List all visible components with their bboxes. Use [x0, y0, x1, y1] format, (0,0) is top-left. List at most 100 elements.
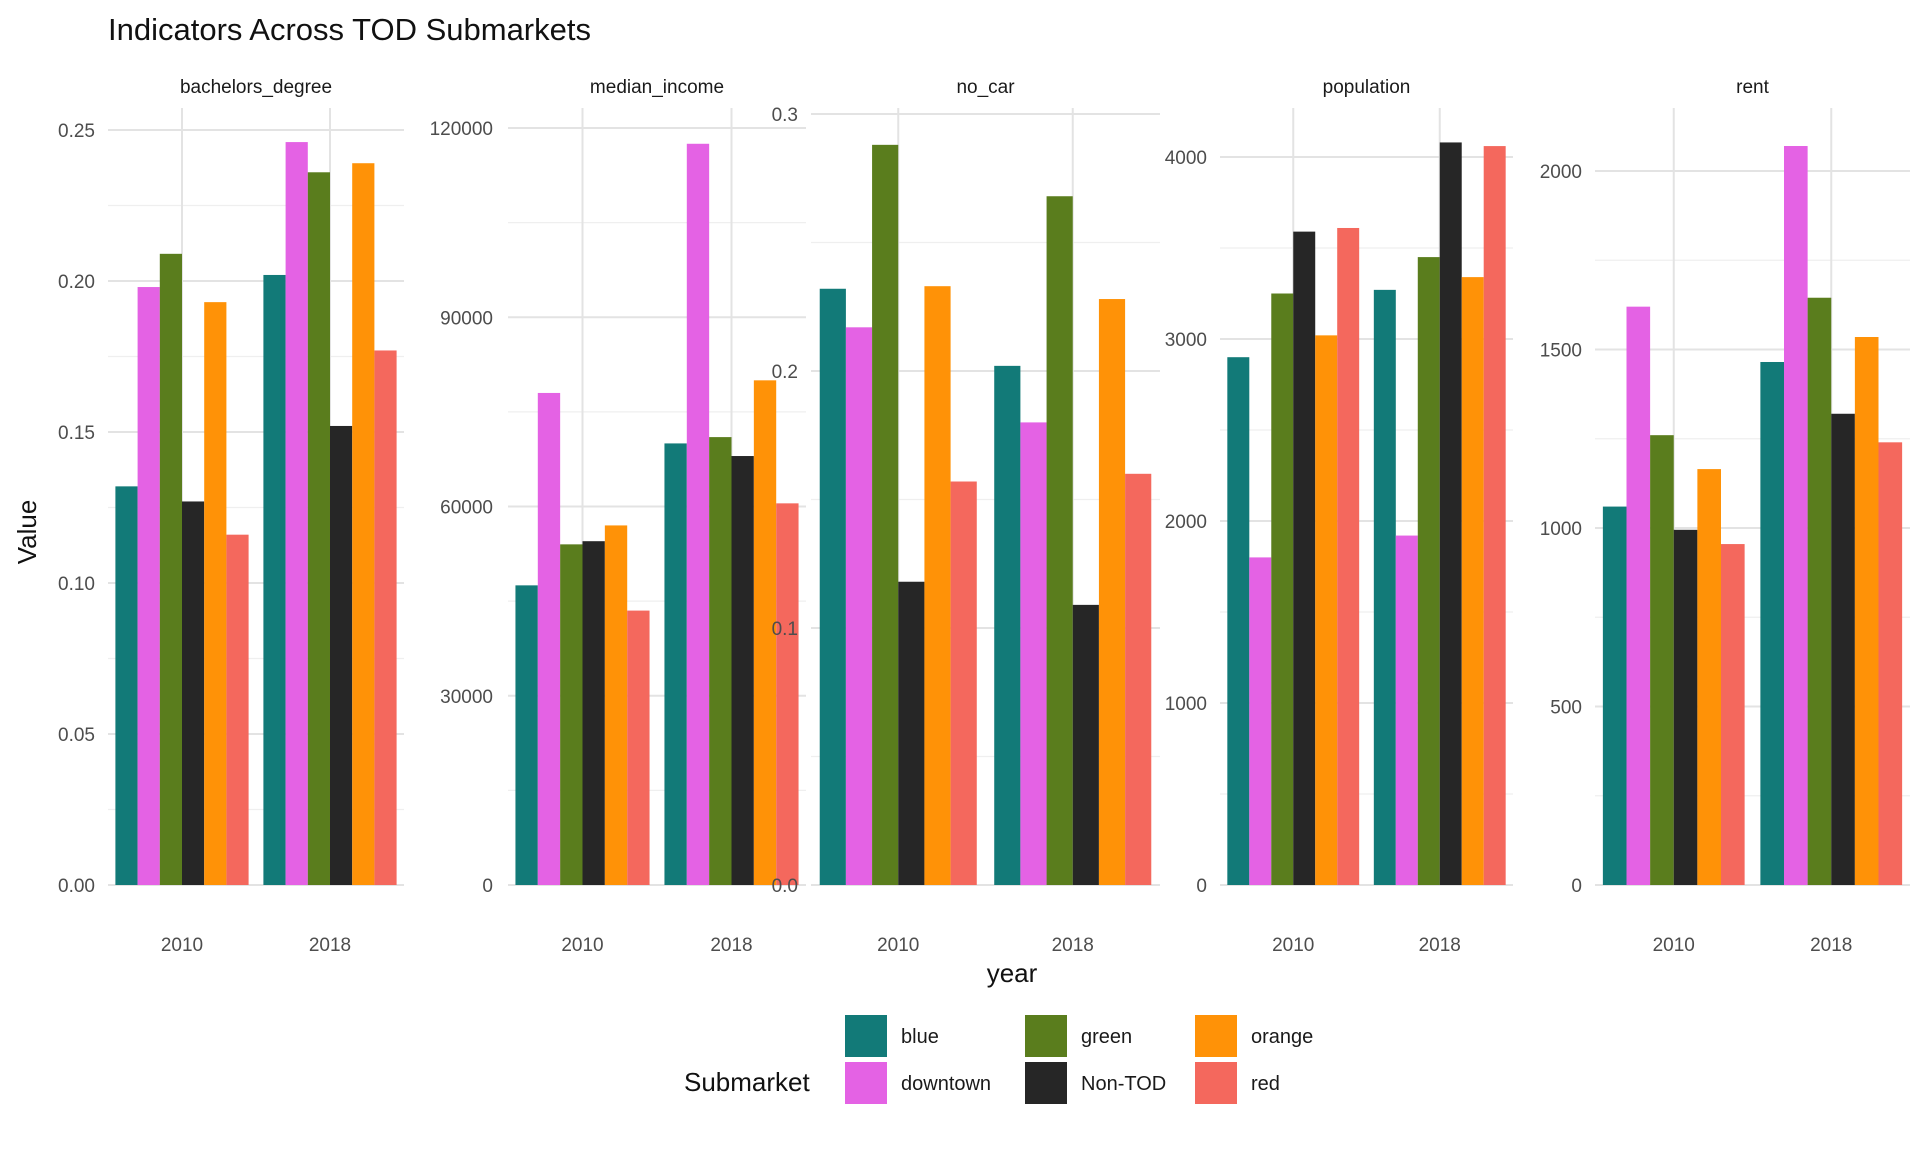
bar-blue-2018 [263, 274, 286, 886]
bar-orange-2010 [1315, 335, 1338, 885]
panel-rent: 0 500 1000 1500 2000 rent 2010 2018 [1540, 77, 1910, 956]
bar-blue-2010 [1227, 357, 1250, 885]
facet-strip-label: no_car [956, 77, 1015, 98]
bar-non-tod-2010 [582, 541, 605, 885]
bar-green-2018 [709, 437, 732, 885]
bar-green-2018 [1046, 196, 1073, 886]
bar-blue-2010 [515, 585, 538, 885]
panel-no-car: 0.0 0.1 0.2 0.3 no_car 2010 2018 [772, 77, 1160, 956]
x-tick-label: 2018 [1810, 935, 1852, 956]
legend-item-blue: blue [845, 1015, 939, 1057]
y-tick-label: 30000 [440, 687, 493, 708]
bar-downtown-2018 [1784, 146, 1808, 885]
legend: Submarket blue downtown green Non-TOD orange… [684, 1015, 1313, 1104]
bar-downtown-2018 [1395, 535, 1418, 885]
bar-downtown-2018 [1020, 422, 1047, 885]
y-tick-label: 0.2 [772, 362, 798, 383]
y-tick-label: 0.05 [58, 725, 95, 746]
legend-title: Submarket [684, 1067, 810, 1097]
y-tick-label: 2000 [1540, 162, 1582, 183]
bar-blue-2018 [994, 365, 1021, 885]
bar-green-2010 [872, 144, 899, 886]
bar-green-2010 [159, 253, 182, 885]
y-tick-label: 2000 [1165, 512, 1207, 533]
y-tick-label: 4000 [1165, 148, 1207, 169]
legend-key [1195, 1015, 1237, 1057]
bar-orange-2010 [204, 302, 227, 885]
bar-green-2010 [1271, 293, 1294, 885]
y-tick-label: 0.10 [58, 574, 95, 595]
bar-downtown-2018 [686, 143, 710, 886]
bar-green-2018 [1417, 257, 1440, 886]
bar-downtown-2010 [137, 287, 160, 885]
bar-non-tod-2010 [182, 501, 205, 885]
y-tick-label: 0.0 [772, 876, 798, 897]
x-tick-label: 2018 [1052, 935, 1094, 956]
bar-non-tod-2018 [1439, 142, 1462, 885]
legend-key [1025, 1062, 1067, 1104]
bar-non-tod-2010 [1673, 529, 1698, 885]
bar-blue-2018 [1760, 361, 1784, 885]
legend-item-red: red [1195, 1062, 1280, 1104]
legend-key [1025, 1015, 1067, 1057]
facet-strip-label: population [1323, 77, 1411, 98]
bar-red-2010 [1721, 544, 1745, 885]
panel-population: 0 1000 2000 3000 4000 population 2010 2018 [1165, 77, 1513, 956]
bar-red-2010 [627, 610, 650, 885]
bar-orange-2018 [1098, 299, 1126, 885]
x-axis-title: year [987, 958, 1038, 988]
y-tick-label: 1500 [1540, 341, 1582, 362]
x-tick-label: 2018 [710, 935, 752, 956]
bar-orange-2010 [924, 286, 951, 885]
bar-red-2018 [374, 350, 397, 886]
bar-non-tod-2018 [1831, 413, 1855, 885]
bar-blue-2018 [664, 443, 687, 885]
facet-panels: 0.000.050.100.150.200.25bachelors_degree… [58, 77, 1910, 956]
facet-strip-label: bachelors_degree [180, 77, 332, 98]
bar-blue-2010 [115, 486, 138, 885]
x-tick-label: 2010 [1653, 935, 1695, 956]
bar-non-tod-2018 [731, 456, 754, 885]
y-tick-label: 0.15 [58, 423, 95, 444]
bar-green-2018 [307, 172, 330, 885]
legend-label: blue [901, 1026, 939, 1048]
x-tick-label: 2010 [1272, 935, 1314, 956]
bar-non-tod-2010 [1293, 231, 1316, 885]
y-tick-label: 3000 [1165, 330, 1207, 351]
y-tick-label: 1000 [1165, 694, 1207, 715]
panel-bachelors-degree: 0.00 0.05 0.10 0.15 0.20 0.25 bachelors_degree… [58, 77, 404, 956]
y-tick-label: 0.1 [772, 619, 798, 640]
y-tick-label: 0.25 [58, 121, 95, 142]
bar-green-2018 [1807, 297, 1832, 885]
y-tick-label: 0.00 [58, 876, 95, 897]
bar-blue-2018 [1373, 289, 1396, 885]
legend-key [845, 1062, 887, 1104]
bar-red-2018 [1878, 442, 1903, 885]
legend-label: red [1251, 1073, 1280, 1095]
bar-non-tod-2010 [898, 581, 925, 885]
x-tick-label: 2018 [309, 935, 351, 956]
bar-orange-2018 [1461, 277, 1484, 885]
legend-item-orange: orange [1195, 1015, 1313, 1057]
bar-blue-2010 [1602, 506, 1627, 885]
bar-non-tod-2018 [330, 425, 353, 885]
legend-key [1195, 1062, 1237, 1104]
bar-orange-2018 [352, 163, 375, 886]
bar-downtown-2010 [537, 392, 561, 885]
bar-red-2018 [1483, 146, 1506, 885]
legend-item-downtown: downtown [845, 1062, 991, 1104]
legend-label: green [1081, 1026, 1132, 1048]
y-tick-label: 0 [482, 876, 493, 897]
bar-red-2018 [776, 503, 799, 885]
y-tick-label: 0.20 [58, 272, 95, 293]
x-tick-label: 2010 [877, 935, 919, 956]
legend-item-non-tod: Non-TOD [1025, 1062, 1166, 1104]
bar-downtown-2010 [1626, 306, 1651, 885]
bar-downtown-2018 [285, 142, 308, 885]
x-tick-label: 2010 [161, 935, 203, 956]
legend-item-green: green [1025, 1015, 1132, 1057]
facet-strip-label: rent [1736, 77, 1769, 98]
bar-green-2010 [560, 544, 583, 885]
y-tick-label: 60000 [440, 498, 493, 519]
